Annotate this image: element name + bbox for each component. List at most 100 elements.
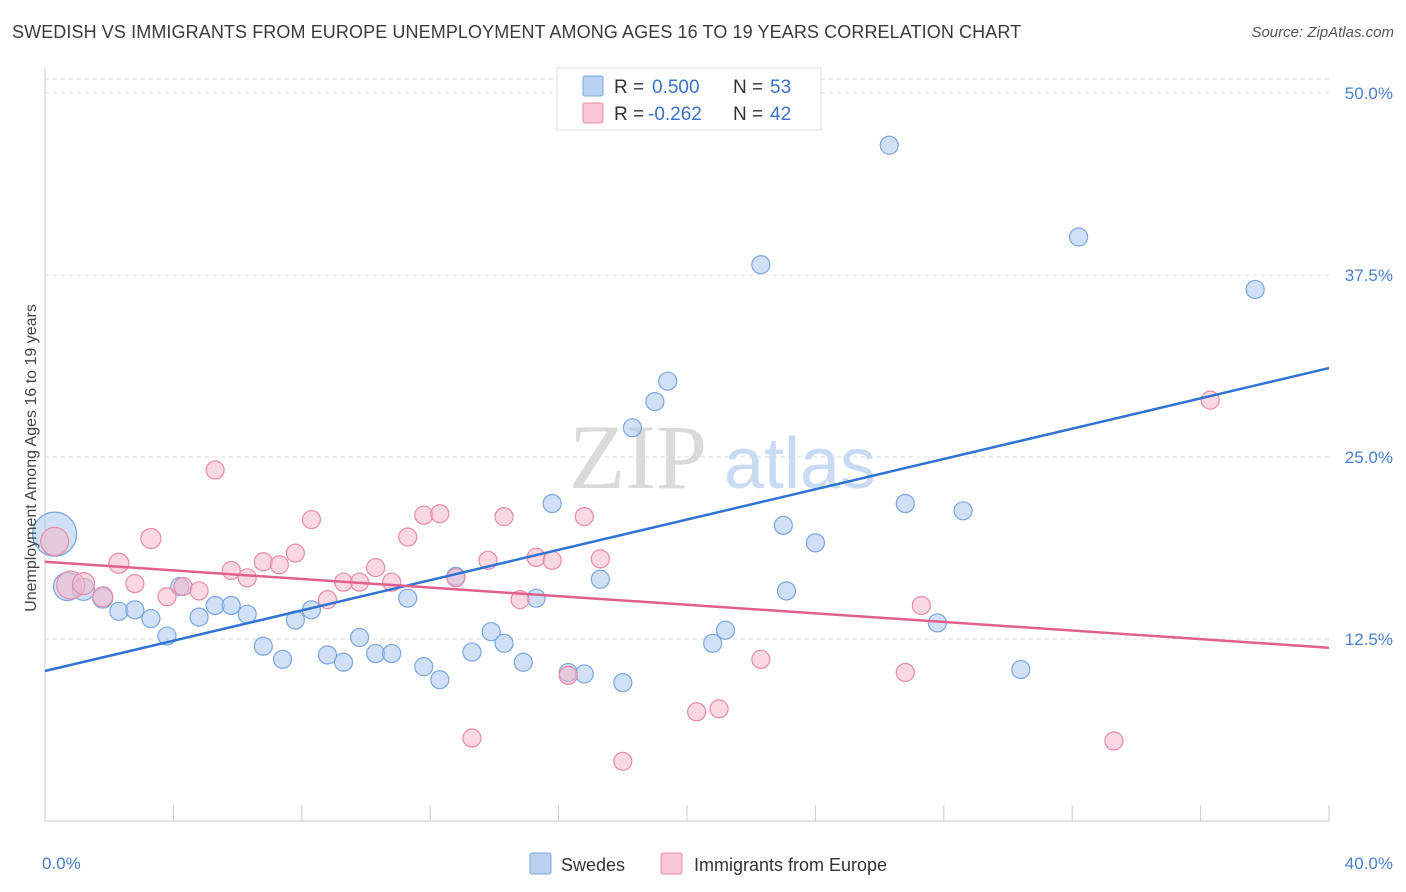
data-point (125, 574, 145, 594)
data-point (205, 595, 225, 616)
data-point (237, 568, 257, 588)
correlation-legend: R = 0.500 N = 53 R = -0.262 N = 42 (556, 67, 822, 131)
data-point (317, 645, 338, 665)
data-point (494, 507, 514, 527)
legend-n-label: N = (733, 104, 763, 125)
data-point (709, 699, 729, 719)
data-point (1011, 659, 1031, 680)
legend-swatch-immigrants (582, 102, 604, 124)
x-tick-label: 40.0% (1345, 854, 1393, 873)
data-point (574, 507, 594, 527)
data-point (333, 652, 354, 672)
data-point (398, 527, 418, 547)
data-point (542, 493, 562, 514)
data-point (776, 581, 797, 601)
data-point (805, 533, 826, 553)
gridlines (45, 78, 1329, 640)
data-point (613, 751, 633, 771)
data-point (205, 460, 225, 480)
data-point (414, 505, 434, 525)
data-point (895, 662, 915, 683)
data-point (526, 588, 546, 608)
data-point (301, 509, 322, 530)
data-point (272, 649, 293, 669)
data-point (911, 595, 931, 616)
data-point (109, 601, 129, 621)
data-point (773, 515, 793, 535)
data-point (494, 633, 514, 653)
data-point (349, 627, 370, 648)
data-point (895, 493, 915, 514)
y-tick-label: 37.5% (1345, 266, 1393, 285)
data-point (237, 604, 257, 624)
data-point (125, 600, 145, 620)
legend-label-immigrants: Immigrants from Europe (694, 855, 887, 875)
data-point (71, 572, 96, 596)
data-point (510, 590, 530, 610)
data-point (622, 418, 643, 438)
data-point (92, 586, 114, 608)
data-point (189, 607, 209, 627)
data-point (462, 642, 482, 662)
data-point (1069, 227, 1089, 247)
y-tick-label: 12.5% (1345, 630, 1393, 649)
series-swedes (32, 83, 1265, 693)
data-point (366, 558, 386, 578)
data-point (574, 664, 594, 684)
x-tick-label: 0.0% (42, 854, 81, 873)
series-immigrants (40, 390, 1220, 771)
legend-swatch-immigrants (660, 852, 683, 875)
data-point (953, 501, 973, 521)
legend-label-swedes: Swedes (561, 855, 625, 875)
data-point (590, 549, 610, 569)
axes (44, 68, 1330, 822)
tick-labels: 12.5% 25.0% 37.5% 50.0% 0.0% 40.0% (42, 84, 1393, 873)
legend-r-label: R = (614, 77, 644, 98)
data-point (1245, 279, 1265, 300)
data-point (430, 504, 450, 524)
data-point (1104, 731, 1124, 751)
y-tick-label: 25.0% (1345, 448, 1393, 467)
data-point (382, 572, 402, 592)
data-point (173, 576, 193, 597)
legend-n-label: N = (733, 77, 763, 98)
data-point (189, 581, 209, 601)
data-point (40, 526, 70, 556)
watermark-atlas: atlas (724, 424, 876, 504)
chart-title: SWEDISH VS IMMIGRANTS FROM EUROPE UNEMPL… (12, 22, 1022, 42)
y-tick-label: 50.0% (1345, 84, 1393, 103)
trend-line-immigrants (44, 560, 1330, 649)
data-point (141, 608, 161, 629)
legend-swatch-swedes (529, 852, 552, 875)
data-point (253, 636, 273, 656)
data-point (366, 643, 386, 664)
data-point (645, 391, 665, 412)
data-point (751, 255, 771, 275)
y-axis-label: Unemployment Among Ages 16 to 19 years (23, 304, 40, 612)
data-point (462, 728, 482, 748)
data-point (590, 569, 610, 589)
data-point (703, 633, 723, 653)
legend-r-value-swedes: 0.500 (652, 77, 700, 98)
data-point (658, 371, 678, 391)
source-note: Source: ZipAtlas.com (1251, 24, 1394, 41)
data-point (140, 527, 162, 550)
trend-lines (44, 366, 1330, 673)
data-point (751, 649, 771, 669)
data-point (157, 587, 177, 607)
data-point (481, 622, 501, 642)
series-legend: Swedes Immigrants from Europe (529, 852, 887, 875)
data-point (221, 560, 241, 581)
data-point (558, 665, 578, 685)
data-point (513, 652, 533, 672)
data-point (382, 643, 402, 664)
data-point (613, 673, 633, 693)
data-point (108, 552, 130, 574)
legend-swatch-swedes (582, 75, 604, 97)
legend-n-value-immigrants: 42 (770, 104, 791, 125)
legend-n-value-swedes: 53 (770, 77, 791, 98)
data-point (414, 657, 434, 677)
data-point (221, 595, 241, 616)
data-point (430, 670, 450, 690)
